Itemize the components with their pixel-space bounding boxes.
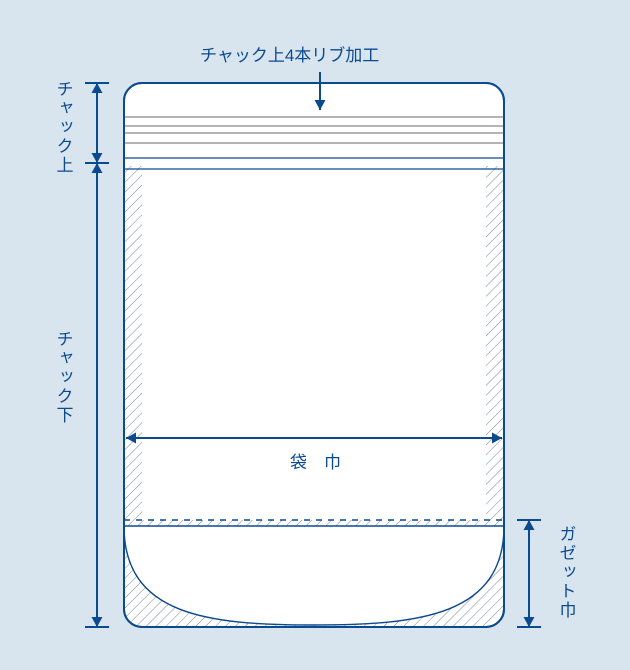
label-chuck-up: チャック上 [53, 80, 73, 175]
label-gusset: ガゼット巾 [556, 525, 576, 620]
label-top-callout: チャック上4本リブ加工 [200, 46, 379, 66]
label-chuck-down: チャック下 [53, 330, 73, 425]
label-bag-width: 袋 巾 [290, 453, 341, 473]
diagram-svg [0, 0, 630, 670]
